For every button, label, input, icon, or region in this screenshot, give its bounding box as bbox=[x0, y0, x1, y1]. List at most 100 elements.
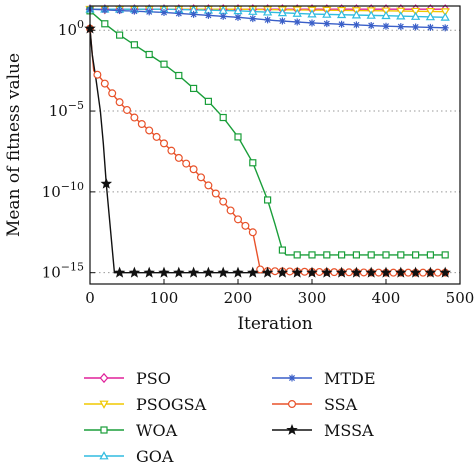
legend-item-pso: PSO bbox=[84, 369, 171, 388]
data-point-ssa bbox=[152, 132, 161, 141]
data-point-mtde bbox=[101, 6, 109, 14]
data-point-goa bbox=[336, 9, 347, 19]
data-point-ssa bbox=[234, 215, 243, 224]
data-point-goa bbox=[381, 10, 391, 20]
data-point-ssa bbox=[374, 268, 383, 277]
data-point-mssa bbox=[158, 266, 170, 278]
data-point-mssa bbox=[335, 266, 348, 278]
data-point-mtde bbox=[234, 13, 242, 21]
data-point-ssa bbox=[248, 228, 257, 237]
data-point-mtde bbox=[249, 15, 257, 23]
data-point-woa bbox=[115, 31, 124, 39]
data-point-ssa bbox=[204, 181, 213, 190]
y-tick-label: 100 bbox=[58, 18, 84, 39]
data-point-mtde bbox=[190, 10, 198, 18]
data-point-mssa bbox=[187, 266, 200, 278]
data-point-ssa bbox=[345, 268, 354, 277]
data-point-woa bbox=[204, 97, 212, 105]
data-point-mtde bbox=[130, 7, 138, 15]
data-point-ssa bbox=[197, 173, 206, 182]
y-tick-label: 10−15 bbox=[42, 261, 84, 282]
data-point-mssa bbox=[217, 266, 229, 278]
legend-item-goa: GOA bbox=[84, 447, 174, 466]
series-lines bbox=[89, 8, 446, 274]
data-point-woa bbox=[101, 20, 109, 28]
data-point-mssa bbox=[306, 266, 318, 278]
data-point-ssa bbox=[108, 89, 117, 98]
data-point-mssa bbox=[395, 266, 407, 278]
data-point-mtde bbox=[145, 8, 153, 16]
data-point-woa bbox=[397, 251, 405, 259]
data-point-mssa bbox=[409, 266, 422, 278]
data-point-ssa bbox=[256, 265, 265, 274]
data-point-mtde bbox=[426, 23, 434, 31]
y-axis-title: Mean of fitness value bbox=[4, 53, 24, 237]
data-point-woa bbox=[130, 41, 138, 49]
data-point-woa bbox=[249, 159, 257, 167]
data-point-mssa bbox=[276, 266, 289, 278]
data-point-woa bbox=[426, 251, 434, 259]
legend-label: WOA bbox=[136, 421, 178, 440]
legend-label: PSOGSA bbox=[136, 395, 207, 414]
data-point-goa bbox=[440, 12, 450, 21]
x-tick-label: 300 bbox=[298, 289, 327, 307]
data-point-mssa bbox=[100, 177, 113, 189]
data-point-woa bbox=[441, 251, 449, 259]
data-point-mssa bbox=[261, 266, 274, 278]
legend-item-mssa: MSSA bbox=[272, 421, 374, 440]
data-point-mssa bbox=[365, 266, 377, 278]
data-point-goa bbox=[248, 6, 258, 15]
data-point-goa bbox=[292, 8, 302, 17]
data-point-mtde bbox=[116, 7, 124, 15]
data-point-mtde bbox=[441, 24, 449, 32]
data-point-psogsa bbox=[410, 7, 421, 17]
data-point-ssa bbox=[122, 105, 131, 114]
data-point-ssa bbox=[404, 268, 413, 277]
data-point-mssa bbox=[143, 266, 155, 278]
data-point-ssa bbox=[219, 197, 228, 206]
data-point-ssa bbox=[241, 221, 250, 230]
data-point-ssa bbox=[160, 139, 169, 148]
data-point-mssa bbox=[202, 266, 215, 278]
data-point-mssa bbox=[439, 266, 451, 278]
data-point-woa bbox=[382, 251, 390, 259]
data-point-mssa bbox=[291, 266, 303, 278]
legend-swatch-marker bbox=[100, 426, 108, 434]
data-point-goa bbox=[307, 9, 317, 18]
x-tick-label: 0 bbox=[85, 289, 95, 307]
data-point-mssa bbox=[380, 266, 392, 278]
data-point-mtde bbox=[175, 9, 183, 17]
data-point-ssa bbox=[167, 146, 176, 155]
data-point-woa bbox=[352, 251, 360, 259]
data-point-woa bbox=[367, 251, 375, 259]
legend-item-mtde: MTDE bbox=[272, 369, 376, 388]
data-point-goa bbox=[277, 7, 288, 17]
data-point-mtde bbox=[278, 17, 286, 25]
data-point-woa bbox=[338, 251, 346, 259]
data-point-goa bbox=[366, 10, 376, 19]
data-point-woa bbox=[190, 84, 198, 93]
data-point-mtde bbox=[367, 22, 375, 30]
data-point-mtde bbox=[219, 12, 227, 20]
data-point-woa bbox=[323, 251, 331, 259]
data-point-mtde bbox=[338, 20, 346, 28]
data-point-woa bbox=[160, 60, 168, 68]
data-point-ssa bbox=[115, 98, 124, 107]
y-tick-label: 10−10 bbox=[42, 180, 84, 201]
legend-swatch-marker bbox=[288, 374, 296, 382]
legend-label: MSSA bbox=[324, 421, 374, 440]
data-point-ssa bbox=[330, 268, 339, 277]
data-point-ssa bbox=[419, 268, 428, 277]
data-point-ssa bbox=[285, 267, 294, 276]
data-point-woa bbox=[308, 251, 316, 259]
data-point-mtde bbox=[412, 23, 420, 31]
data-point-woa bbox=[293, 251, 301, 259]
data-point-ssa bbox=[359, 268, 368, 277]
x-tick-label: 200 bbox=[224, 289, 253, 307]
data-point-woa bbox=[234, 133, 242, 141]
data-point-goa bbox=[322, 9, 332, 18]
x-axis-title: Iteration bbox=[237, 314, 312, 334]
data-point-mssa bbox=[173, 266, 185, 278]
data-point-mtde bbox=[160, 8, 168, 16]
